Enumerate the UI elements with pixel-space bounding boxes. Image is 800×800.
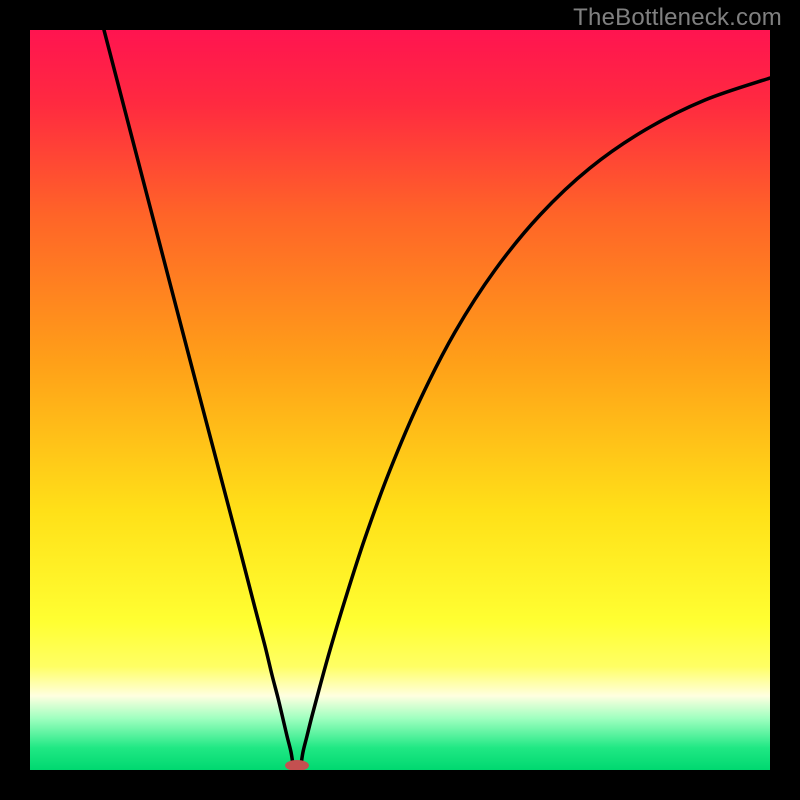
watermark-text: TheBottleneck.com bbox=[573, 4, 782, 32]
chart-frame: TheBottleneck.com bbox=[0, 0, 800, 800]
plot-area bbox=[30, 30, 770, 770]
chart-svg bbox=[30, 30, 770, 770]
gradient-background bbox=[30, 30, 770, 770]
